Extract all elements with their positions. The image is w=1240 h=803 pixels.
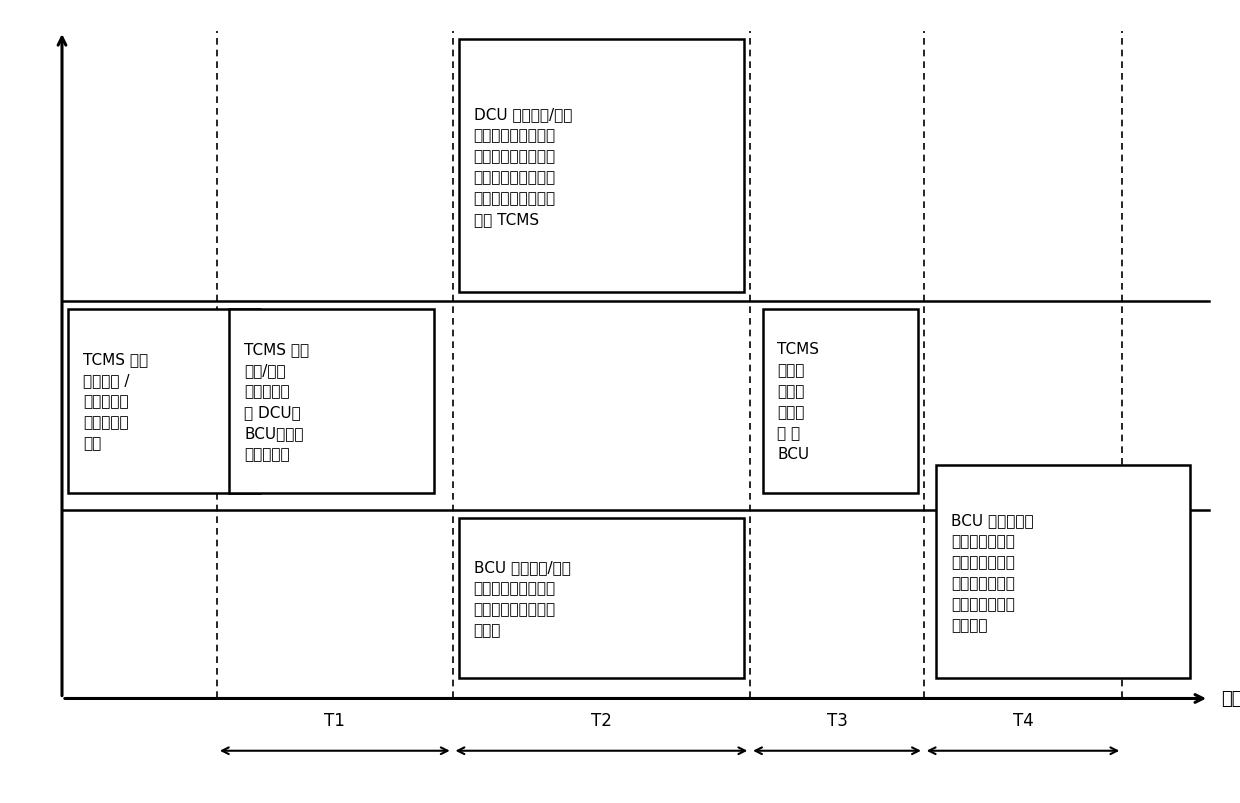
Text: BCU 用总制动力
减去实际电制动
力値转得出需要
补充的摩擦制动
力値，并发挥摩
擦制动力: BCU 用总制动力 减去实际电制动 力値转得出需要 补充的摩擦制动 力値，并发挥… <box>951 512 1034 632</box>
Bar <box>459 518 744 679</box>
Bar <box>229 309 434 494</box>
Text: 时间: 时间 <box>1221 690 1240 707</box>
Text: T2: T2 <box>591 711 611 729</box>
Bar <box>68 309 260 494</box>
Bar <box>459 40 744 293</box>
Text: TCMS 接收
列车牢引 /
制动指令、
载荷和级位
信息: TCMS 接收 列车牢引 / 制动指令、 载荷和级位 信息 <box>83 352 149 451</box>
Text: T1: T1 <box>325 711 345 729</box>
Text: BCU 根据牢引/制动
指令、级位、载荷信
息，计算列车需求总
制动力: BCU 根据牢引/制动 指令、级位、载荷信 息，计算列车需求总 制动力 <box>474 559 570 638</box>
Bar <box>936 466 1190 679</box>
Bar <box>763 309 918 494</box>
Text: TCMS
将实际
电制动
力値转
发 给
BCU: TCMS 将实际 电制动 力値转 发 给 BCU <box>777 341 820 462</box>
Text: DCU 根据牢引/制动
指令、级位、载荷信
息，结合电制动能力
値，发挥电制动力，
并将实际电制动力发
送给 TCMS: DCU 根据牢引/制动 指令、级位、载荷信 息，结合电制动能力 値，发挥电制动力… <box>474 107 572 226</box>
Text: TCMS 发送
牢引/制动
指令、级位
给 DCU、
BCU，并转
发荷荷信息: TCMS 发送 牢引/制动 指令、级位 给 DCU、 BCU，并转 发荷荷信息 <box>244 341 310 462</box>
Text: T3: T3 <box>827 711 847 729</box>
Text: T4: T4 <box>1013 711 1033 729</box>
